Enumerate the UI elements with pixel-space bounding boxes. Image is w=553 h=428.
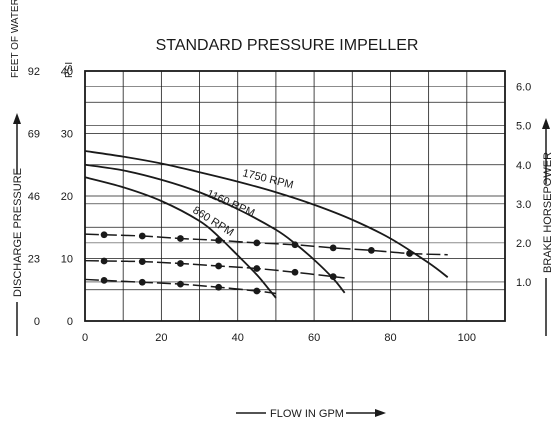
power-point bbox=[215, 283, 223, 291]
power-point bbox=[367, 246, 375, 254]
power-point bbox=[253, 239, 261, 247]
power-point bbox=[138, 232, 146, 240]
power-point bbox=[177, 280, 184, 288]
feet-tick-label: 0 bbox=[34, 316, 40, 328]
pressure-curve bbox=[84, 150, 449, 278]
power-point bbox=[253, 287, 261, 295]
feet-tick-label: 23 bbox=[28, 254, 40, 266]
y-axis-label-left: DISCHARGE PRESSURE bbox=[12, 168, 24, 297]
power-point bbox=[253, 265, 261, 272]
feet-of-water-label: FEET OF WATER bbox=[10, 0, 21, 78]
x-tick-label: 40 bbox=[232, 332, 244, 344]
power-point bbox=[406, 250, 413, 257]
power-point bbox=[291, 241, 299, 249]
power-point bbox=[100, 276, 108, 284]
brake-horsepower-axis-label: BRAKE HORSEPOWER bbox=[542, 118, 553, 336]
feet-tick-label: 69 bbox=[28, 129, 40, 141]
power-point bbox=[215, 262, 223, 270]
power-point bbox=[138, 258, 146, 266]
hp-tick-label: 6.0 bbox=[516, 82, 531, 94]
power-point bbox=[329, 244, 337, 252]
x-tick-label: 20 bbox=[155, 332, 167, 344]
hp-tick-label: 5.0 bbox=[516, 121, 531, 133]
hp-tick-label: 4.0 bbox=[516, 160, 531, 172]
power-point bbox=[215, 236, 223, 244]
psi-tick-label: 20 bbox=[61, 191, 73, 203]
psi-tick-label: 0 bbox=[67, 316, 73, 328]
psi-label: PSI bbox=[64, 62, 75, 78]
x-tick-label: 100 bbox=[458, 332, 476, 344]
psi-tick-label: 40 bbox=[61, 66, 73, 78]
power-point bbox=[100, 257, 108, 265]
power-point bbox=[177, 260, 184, 267]
up-arrow-icon-right bbox=[542, 118, 550, 129]
curve-label: 860 RPM bbox=[190, 204, 235, 238]
pressure-curve bbox=[84, 163, 346, 294]
psi-tick-label: 10 bbox=[61, 254, 73, 266]
flow-axis-label: FLOW IN GPM bbox=[236, 408, 386, 420]
hp-tick-label: 3.0 bbox=[516, 199, 531, 211]
chart-title: STANDARD PRESSURE IMPELLER bbox=[156, 37, 419, 54]
up-arrow-icon bbox=[13, 113, 21, 124]
discharge-pressure-axis-label: DISCHARGE PRESSURE bbox=[12, 113, 24, 336]
plot-frame bbox=[84, 70, 506, 322]
power-point bbox=[100, 231, 108, 239]
x-tick-label: 0 bbox=[82, 332, 88, 344]
hp-tick-label: 1.0 bbox=[516, 277, 531, 289]
feet-tick-label: 92 bbox=[28, 66, 40, 78]
curve-label: 1750 RPM bbox=[241, 167, 294, 191]
x-tick-label: 80 bbox=[384, 332, 396, 344]
right-arrow-icon bbox=[375, 409, 386, 417]
tick-labels: 0 20 40 60 80 100 0 10 20 30 40 0 23 46 69 92 1.0 2.0 3.0 4… bbox=[28, 66, 532, 344]
x-axis-label: FLOW IN GPM bbox=[270, 408, 344, 420]
hp-tick-label: 2.0 bbox=[516, 238, 531, 250]
power-point bbox=[329, 273, 337, 281]
power-point bbox=[138, 278, 146, 286]
power-point bbox=[291, 268, 299, 276]
pressure-curve bbox=[84, 176, 277, 299]
y-axis-label-right: BRAKE HORSEPOWER bbox=[542, 152, 553, 273]
power-curve bbox=[84, 259, 345, 279]
psi-tick-label: 30 bbox=[61, 129, 73, 141]
feet-tick-label: 46 bbox=[28, 191, 40, 203]
x-tick-label: 60 bbox=[308, 332, 320, 344]
power-point bbox=[177, 235, 184, 242]
